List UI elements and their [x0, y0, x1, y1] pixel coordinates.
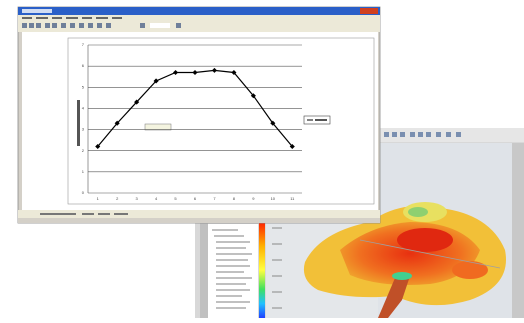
x-tick-label: 10	[271, 196, 276, 201]
title-bar	[18, 7, 380, 15]
cae-left-icons	[200, 222, 208, 318]
window-title	[22, 9, 52, 13]
legend-text	[315, 119, 327, 121]
sheet-tab-labels	[40, 213, 128, 215]
menu-items[interactable]	[22, 17, 122, 19]
cae-tree	[208, 224, 258, 318]
page: {"chart_data": {"type": "line", "categor…	[0, 0, 524, 318]
cae-toolbar-icons	[384, 132, 461, 137]
screen: 012345671234567891011	[0, 0, 524, 318]
color-scale	[259, 222, 265, 318]
tooltip	[145, 124, 171, 130]
status-bar	[18, 218, 380, 223]
window-controls[interactable]	[360, 8, 378, 14]
cae-side-toolbar	[512, 143, 524, 318]
toolbar-icons[interactable]	[22, 23, 181, 28]
y-axis-title	[77, 100, 80, 146]
